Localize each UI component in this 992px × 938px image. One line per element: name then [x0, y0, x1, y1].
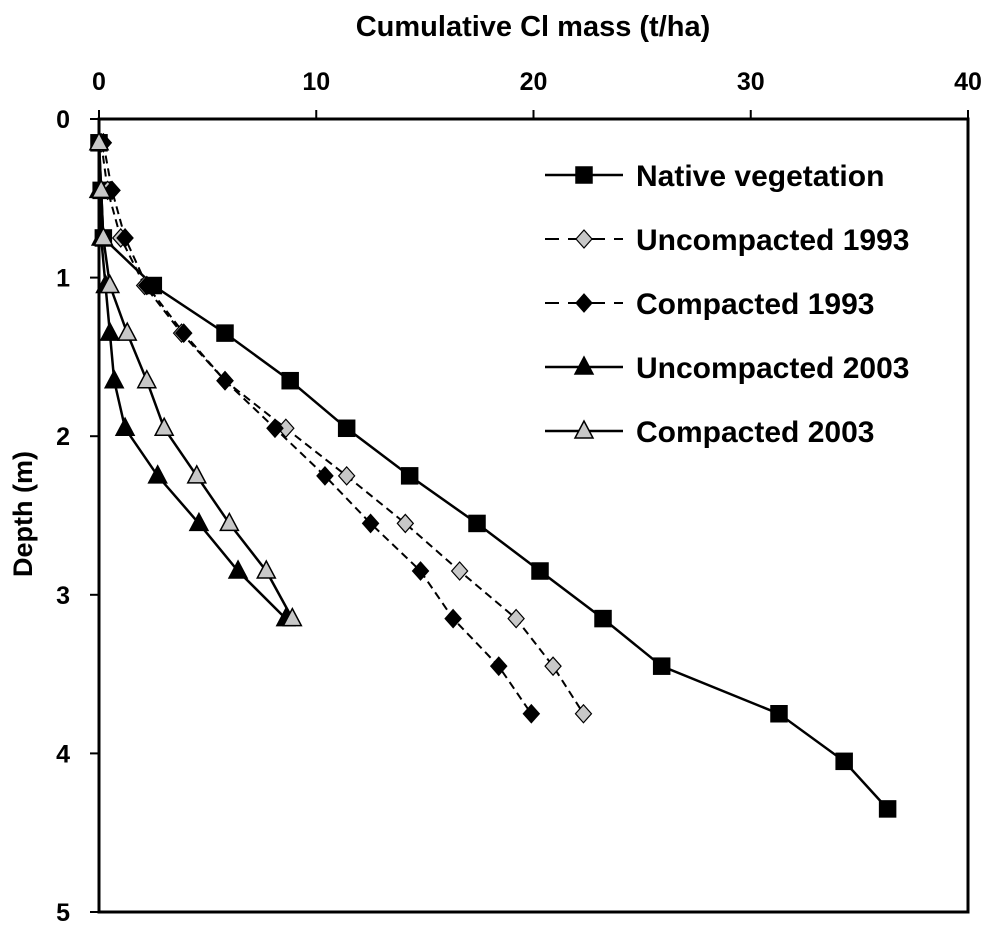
y-tick-label: 2	[56, 423, 70, 451]
data-point-series-1	[216, 324, 234, 342]
series-line-4	[97, 142, 287, 620]
data-point-series-2	[574, 703, 593, 724]
legend-label: Uncompacted 1993	[636, 224, 909, 257]
y-tick-label: 3	[56, 582, 70, 610]
data-point-series-3	[266, 418, 284, 439]
legend-marker	[573, 355, 595, 375]
data-point-series-4	[103, 369, 125, 389]
data-point-series-2	[337, 465, 356, 486]
data-point-series-1	[652, 657, 671, 675]
x-tick-label: 10	[302, 68, 330, 96]
x-axis-title: Cumulative Cl mass (t/ha)	[356, 11, 711, 43]
data-point-series-5	[186, 464, 208, 484]
data-point-series-3	[137, 275, 156, 296]
data-point-series-3	[411, 561, 430, 581]
legend-label: Uncompacted 2003	[636, 352, 909, 385]
x-tick-label: 20	[520, 68, 548, 96]
legend-label: Compacted 2003	[636, 416, 874, 449]
x-tick-label: 0	[92, 68, 106, 96]
data-point-series-4	[147, 464, 168, 484]
data-point-series-4	[188, 511, 210, 532]
data-point-series-5	[99, 273, 121, 294]
x-tick-label: 40	[954, 68, 982, 96]
data-point-series-5	[93, 226, 114, 246]
data-point-series-5	[256, 559, 277, 579]
data-point-series-1	[878, 800, 897, 818]
data-point-series-5	[136, 369, 158, 389]
data-point-series-3	[116, 228, 134, 248]
y-tick-label: 4	[56, 740, 70, 768]
data-point-series-3	[522, 703, 541, 724]
legend-marker	[573, 419, 595, 439]
data-point-series-3	[489, 656, 508, 677]
data-point-series-2	[544, 656, 562, 677]
data-point-series-5	[88, 131, 110, 151]
legend-marker	[575, 229, 593, 249]
y-tick-label: 0	[56, 106, 70, 134]
data-point-series-3	[174, 323, 193, 344]
data-point-series-3	[444, 608, 462, 629]
data-point-series-1	[835, 752, 853, 771]
y-tick-label: 1	[56, 265, 70, 293]
y-axis-title: Depth (m)	[8, 451, 38, 577]
data-point-series-1	[531, 562, 549, 580]
series-line-5	[97, 142, 294, 620]
legend-marker	[575, 166, 593, 184]
data-point-series-3	[216, 370, 234, 391]
data-point-series-5	[153, 416, 175, 437]
data-point-series-5	[219, 511, 240, 532]
data-point-series-3	[316, 465, 334, 486]
data-point-series-4	[114, 416, 136, 437]
legend: Native vegetation Uncompacted 1993 Compact…	[545, 160, 909, 449]
x-tick-label: 30	[737, 68, 765, 96]
data-point-series-1	[468, 514, 486, 533]
legend-label: Compacted 1993	[636, 288, 874, 321]
data-point-series-1	[281, 371, 299, 390]
data-point-series-2	[450, 561, 469, 581]
data-point-series-5	[116, 321, 138, 341]
data-point-series-2	[507, 608, 525, 629]
data-point-series-1	[337, 419, 356, 438]
data-point-series-1	[400, 467, 419, 485]
data-point-series-5	[90, 178, 112, 199]
data-point-series-4	[227, 559, 249, 579]
data-point-series-4	[99, 321, 121, 341]
series-markers	[88, 131, 897, 818]
legend-label: Native vegetation	[636, 160, 884, 193]
data-point-series-2	[396, 513, 415, 534]
data-point-series-5	[282, 606, 303, 627]
data-point-series-1	[770, 705, 788, 723]
y-tick-label: 5	[56, 899, 70, 927]
data-point-series-1	[594, 609, 612, 628]
data-point-series-3	[361, 513, 380, 534]
axis-ticks: 0 10 20 30 40 0 1 2 3 4 5	[56, 68, 982, 927]
legend-marker	[575, 293, 593, 313]
